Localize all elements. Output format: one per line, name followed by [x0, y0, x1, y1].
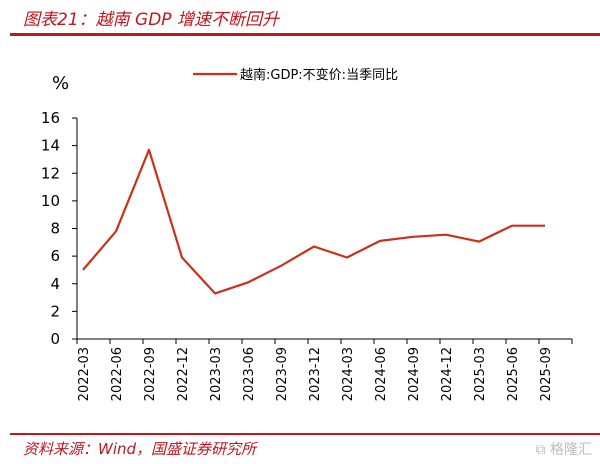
x-axis-ticks: 2022-03 2022-06 2022-09 2022-12 2023-03 2023-…	[76, 339, 573, 401]
y-tick-label: 12	[41, 164, 60, 182]
x-tick-label: 2022-09	[143, 347, 158, 401]
legend-label: 越南:GDP:不变价:当季同比	[240, 67, 398, 83]
axes	[72, 118, 572, 340]
source-note: 资料来源：Wind，国盛证券研究所	[23, 440, 257, 458]
x-tick-label: 2023-12	[308, 347, 323, 401]
series-line-vietnam-gdp	[82, 148, 545, 295]
x-tick-label: 2025-03	[473, 347, 488, 401]
x-tick-label: 2023-06	[242, 347, 257, 401]
y-tick-label: 4	[50, 275, 60, 293]
y-tick-label: 8	[50, 220, 60, 238]
title-divider	[10, 33, 600, 36]
y-tick-label: 2	[50, 302, 60, 320]
x-tick-label: 2024-09	[407, 347, 422, 401]
watermark-icon: ⧉	[535, 442, 546, 458]
x-tick-label: 2022-03	[77, 347, 92, 401]
series-points	[82, 149, 546, 294]
watermark-logo: ⧉ 格隆汇	[536, 439, 592, 459]
y-tick-label: 0	[50, 330, 60, 348]
y-tick-label: 10	[41, 192, 60, 210]
legend: 越南:GDP:不变价:当季同比	[193, 67, 398, 83]
x-tick-label: 2024-03	[341, 347, 356, 401]
y-axis-unit-label: %	[52, 73, 69, 94]
x-tick-label: 2024-06	[374, 347, 389, 401]
x-tick-label: 2023-03	[209, 347, 224, 401]
x-tick-label: 2022-06	[110, 347, 125, 401]
x-tick-label: 2025-06	[506, 347, 521, 401]
y-tick-label: 6	[50, 247, 60, 265]
x-tick-label: 2022-12	[176, 347, 191, 401]
chart-title: 图表21：越南 GDP 增速不断回升	[23, 10, 279, 30]
y-tick-label: 14	[41, 137, 60, 155]
footer-divider	[10, 433, 600, 435]
y-axis-ticks: 0 2 4 6 8 10 12 14 16	[41, 109, 77, 348]
x-tick-label: 2023-09	[275, 347, 290, 401]
x-tick-label: 2025-09	[539, 347, 554, 401]
x-tick-label: 2024-12	[440, 347, 455, 401]
watermark-text: 格隆汇	[550, 442, 592, 458]
y-tick-label: 16	[41, 109, 60, 127]
